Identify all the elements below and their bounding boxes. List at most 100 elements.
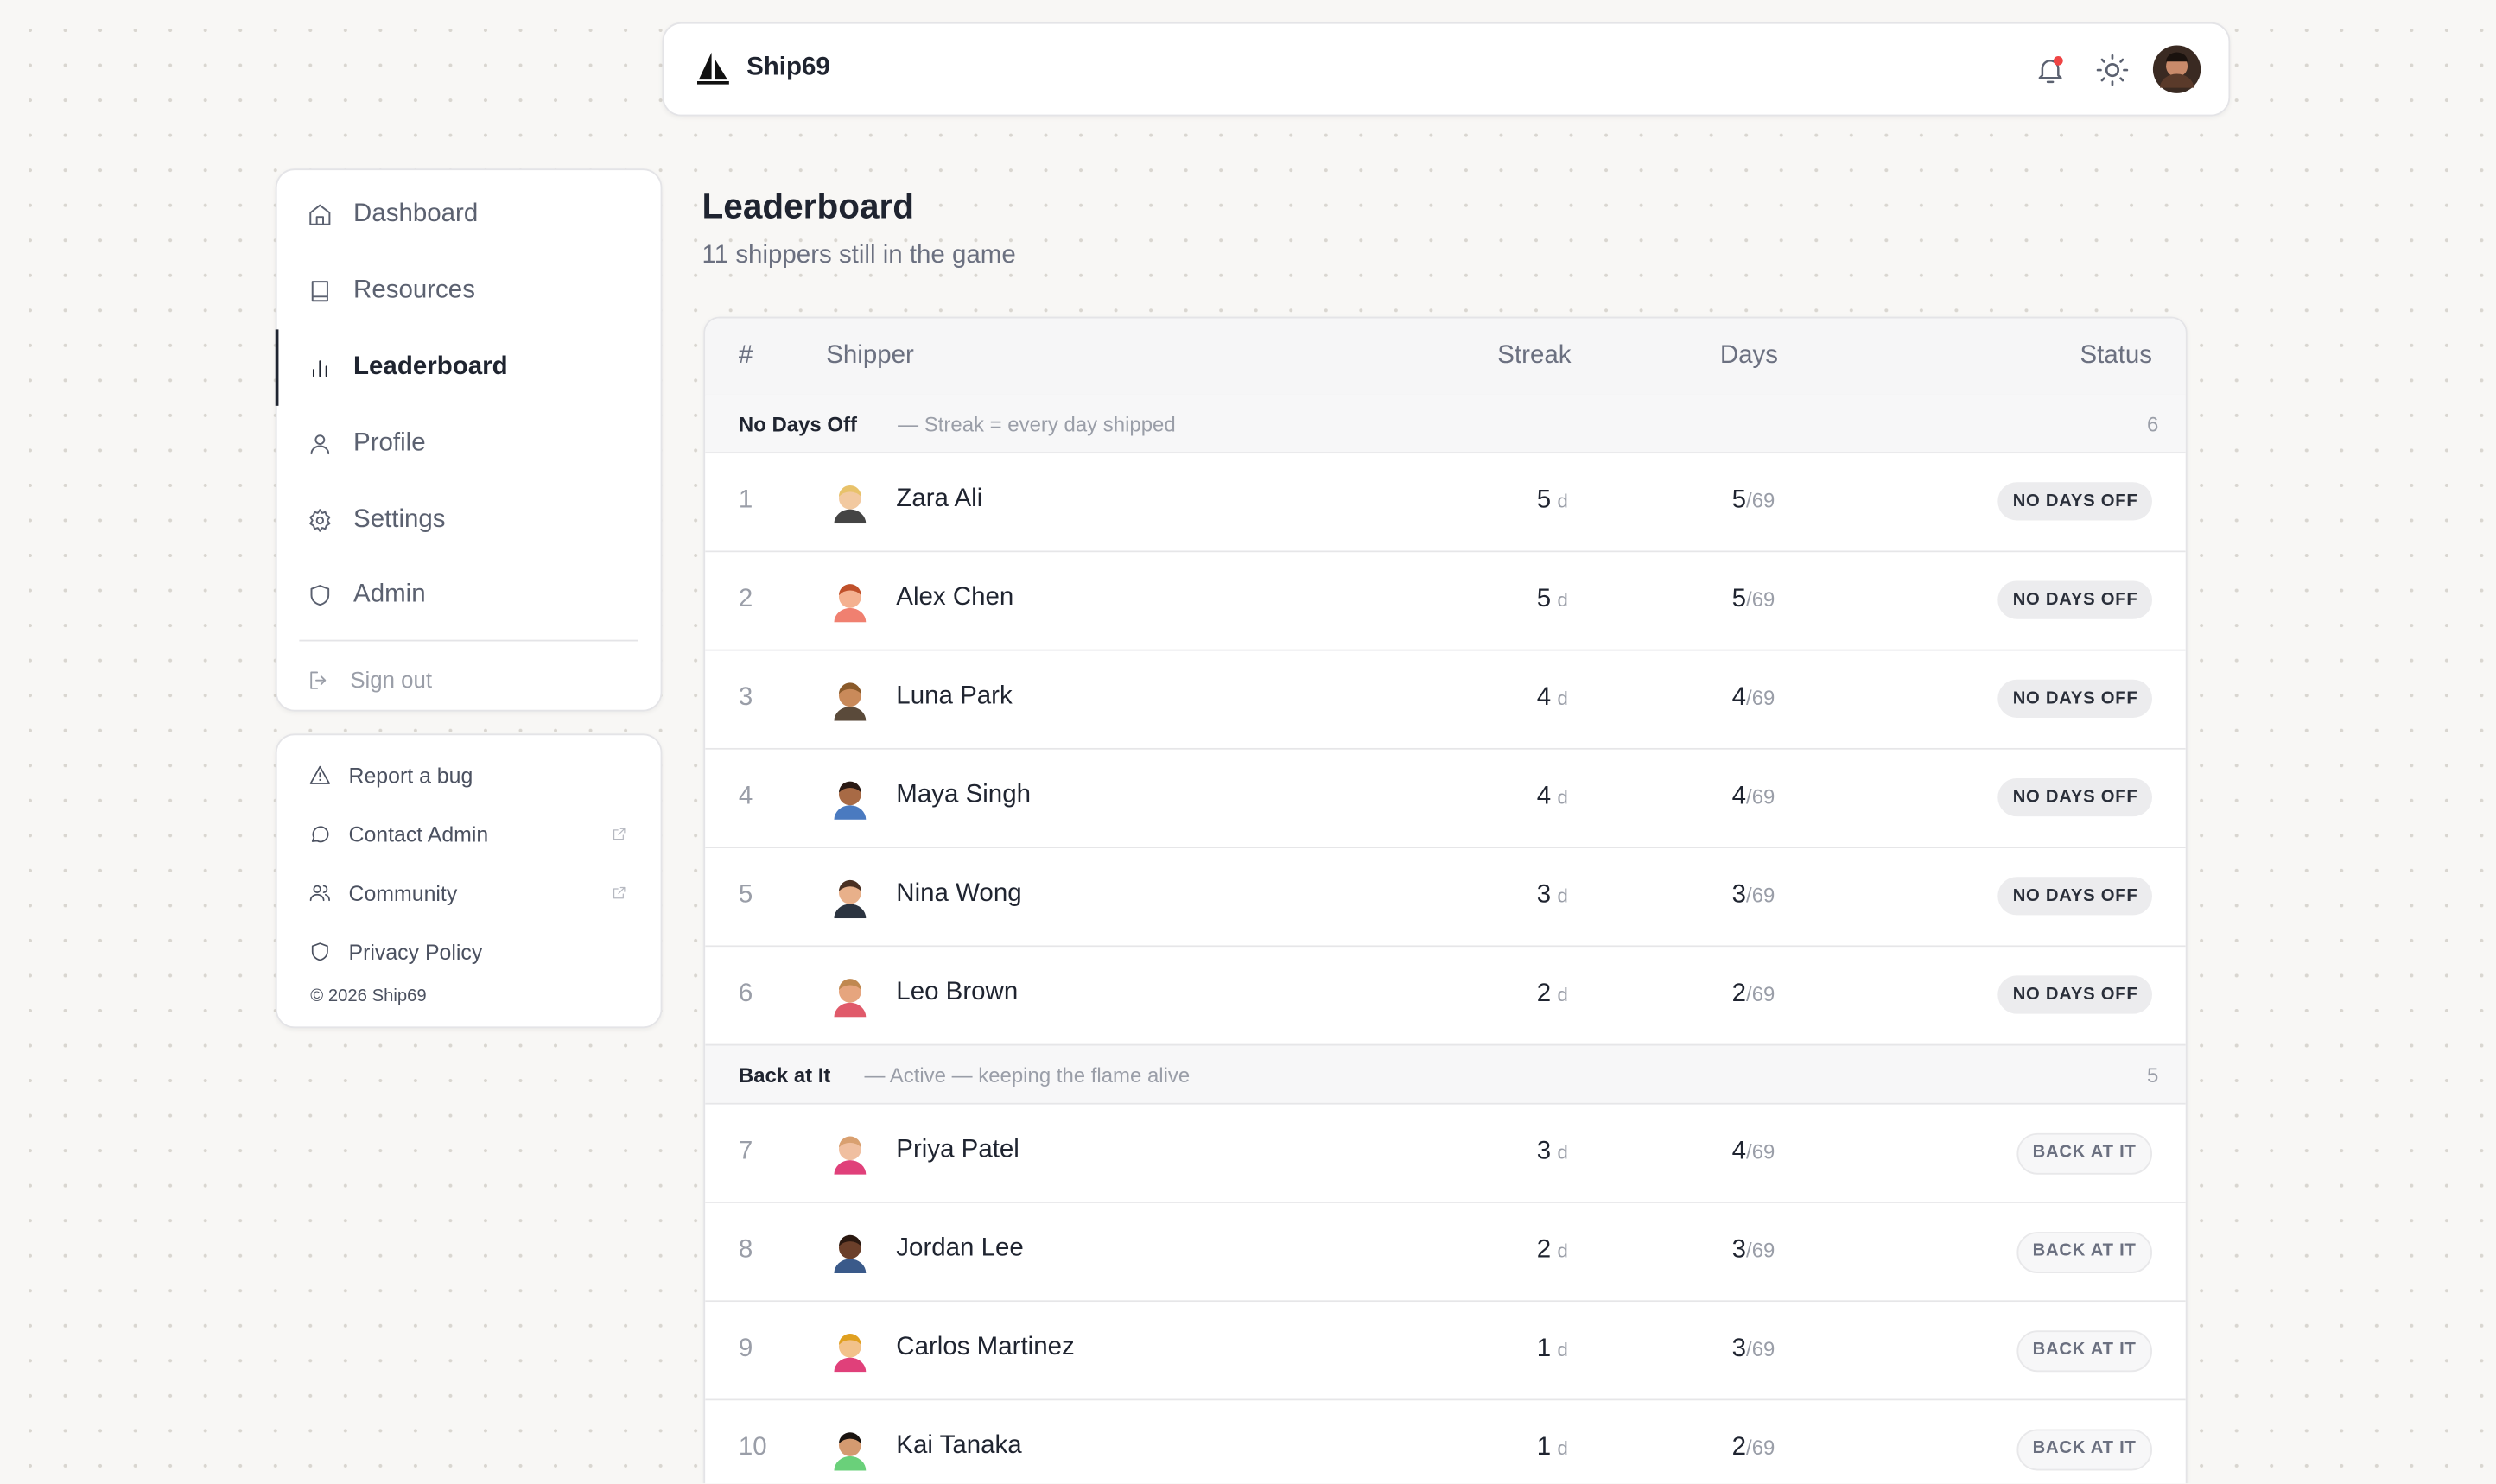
link[interactable]: Community xyxy=(277,869,661,916)
days: 3/69 xyxy=(1732,882,1775,910)
status-badge: BACK AT IT xyxy=(2016,1132,2153,1175)
days-value: 5 xyxy=(1731,486,1747,515)
days: 3/69 xyxy=(1732,1237,1775,1265)
days-value: 5 xyxy=(1731,586,1747,613)
days-total: /69 xyxy=(1746,686,1775,710)
nav-label: Settings xyxy=(353,505,446,534)
column-header: Streak xyxy=(1497,342,1572,370)
link[interactable]: Contact Admin xyxy=(277,810,661,858)
group-note: — Active — keeping the flame alive xyxy=(864,1062,1191,1088)
streak-unit: d xyxy=(1557,983,1568,1006)
shipper-name: Kai Tanaka xyxy=(896,1432,1022,1460)
status-badge: NO DAYS OFF xyxy=(1998,777,2153,817)
theme-toggle[interactable] xyxy=(2095,53,2131,88)
group-count: 6 xyxy=(2147,412,2159,436)
table-row[interactable]: 5 Nina Wong 3 d 3/69 NO DAYS OFF xyxy=(705,848,2186,948)
nav-item[interactable]: Profile xyxy=(277,406,661,482)
rank: 8 xyxy=(738,1236,753,1264)
streak-unit: d xyxy=(1557,885,1568,908)
avatar xyxy=(834,1432,867,1471)
page-title: Leaderboard xyxy=(702,186,915,226)
streak-value: 5 xyxy=(1536,586,1552,613)
avatar xyxy=(834,879,867,919)
streak-value: 4 xyxy=(1536,783,1552,810)
shipper-name: Leo Brown xyxy=(896,979,1019,1006)
days-value: 4 xyxy=(1731,783,1747,810)
nav-item[interactable]: Settings xyxy=(277,482,661,558)
link-label: Contact Admin xyxy=(348,821,489,847)
days-value: 2 xyxy=(1731,1434,1747,1462)
rank: 3 xyxy=(738,684,753,712)
streak-value: 2 xyxy=(1536,1236,1552,1264)
status-badge: BACK AT IT xyxy=(2016,1330,2153,1373)
streak-value: 1 xyxy=(1536,1434,1552,1462)
link[interactable]: Report a bug xyxy=(277,752,661,799)
user-avatar[interactable] xyxy=(2152,45,2201,94)
rank: 7 xyxy=(738,1138,753,1165)
table-row[interactable]: 8 Jordan Lee 2 d 3/69 BACK AT IT xyxy=(705,1202,2186,1303)
nav-label: Profile xyxy=(353,429,426,457)
days: 4/69 xyxy=(1732,1138,1775,1166)
page-subtitle: 11 shippers still in the game xyxy=(702,242,1016,270)
table-row[interactable]: 1 Zara Ali 5 d 5/69 NO DAYS OFF xyxy=(705,453,2186,553)
nav-label: Admin xyxy=(353,580,426,608)
days-value: 4 xyxy=(1731,1138,1747,1165)
table-row[interactable]: 9 Carlos Martinez 1 d 3/69 BACK AT IT xyxy=(705,1302,2186,1401)
status-badge: BACK AT IT xyxy=(2016,1429,2153,1471)
copyright: © 2026 Ship69 xyxy=(310,986,427,1006)
sidebar-links: Report a bug Contact Admin Community Pri… xyxy=(275,733,663,1029)
streak-value: 1 xyxy=(1536,1335,1552,1363)
table-row[interactable]: 4 Maya Singh 4 d 4/69 NO DAYS OFF xyxy=(705,749,2186,849)
logo xyxy=(697,52,729,85)
days: 3/69 xyxy=(1732,1335,1775,1364)
notifications[interactable] xyxy=(2035,54,2067,86)
days-total: /69 xyxy=(1746,1336,1775,1361)
streak-unit: d xyxy=(1557,1240,1568,1263)
avatar xyxy=(834,485,867,524)
table-row[interactable]: 10 Kai Tanaka 1 d 2/69 BACK AT IT xyxy=(705,1400,2186,1484)
sign-out-label: Sign out xyxy=(350,666,433,693)
group-name: No Days Off xyxy=(738,412,857,436)
rank: 4 xyxy=(738,783,753,810)
nav-item[interactable]: Resources xyxy=(277,253,661,329)
streak-unit: d xyxy=(1557,687,1568,710)
shipper-name: Nina Wong xyxy=(896,879,1022,908)
streak-unit: d xyxy=(1557,1436,1568,1460)
link[interactable]: Privacy Policy xyxy=(277,928,661,975)
nav-label: Dashboard xyxy=(353,200,479,228)
nav-item[interactable]: Admin xyxy=(277,557,661,633)
table-row[interactable]: 3 Luna Park 4 d 4/69 NO DAYS OFF xyxy=(705,650,2186,750)
nav-item[interactable]: Leaderboard xyxy=(275,329,661,406)
days-value: 2 xyxy=(1731,980,1747,1008)
shipper-name: Maya Singh xyxy=(896,781,1031,809)
days: 4/69 xyxy=(1732,684,1775,713)
nav-label: Leaderboard xyxy=(353,353,508,381)
link-label: Privacy Policy xyxy=(348,939,483,964)
table-row[interactable]: 2 Alex Chen 5 d 5/69 NO DAYS OFF xyxy=(705,552,2186,651)
shipper-name: Luna Park xyxy=(896,682,1013,710)
table-row[interactable]: 6 Leo Brown 2 d 2/69 NO DAYS OFF xyxy=(705,947,2186,1046)
avatar xyxy=(834,682,867,721)
group-header: Back at It — Active — keeping the flame a… xyxy=(705,1045,2186,1105)
brand[interactable]: Ship69 xyxy=(746,54,830,81)
days-value: 3 xyxy=(1731,1335,1747,1363)
nav-item[interactable]: Dashboard xyxy=(277,177,661,253)
table-row[interactable]: 7 Priya Patel 3 d 4/69 BACK AT IT xyxy=(705,1104,2186,1203)
avatar xyxy=(834,781,867,820)
days: 2/69 xyxy=(1732,1434,1775,1462)
link-label: Community xyxy=(348,880,458,905)
shipper-name: Priya Patel xyxy=(896,1136,1019,1164)
sign-out[interactable]: Sign out xyxy=(277,651,661,708)
rank: 5 xyxy=(738,881,753,910)
days-value: 3 xyxy=(1731,881,1747,910)
group-header: No Days Off — Streak = every day shipped 6 xyxy=(705,394,2186,454)
days: 2/69 xyxy=(1732,980,1775,1009)
